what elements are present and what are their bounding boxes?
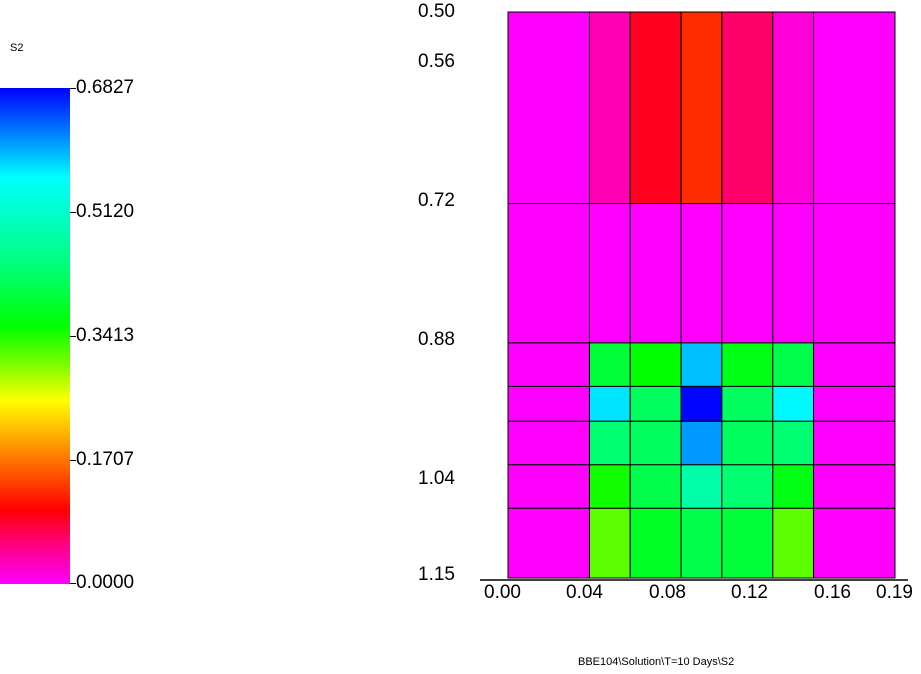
heatmap-cell [680,342,723,387]
heatmap-cell [507,203,590,344]
y-tick-label: 0.88 [418,329,455,350]
heatmap-cell [721,11,774,205]
heatmap-cell [813,11,896,205]
heatmap-cell [772,464,815,509]
x-tick-label: 0.08 [649,582,686,603]
heatmap-cell [772,507,815,579]
color-scale-bar [0,88,70,584]
heatmap-cell [772,342,815,387]
solution-path-caption: BBE104\Solution\T=10 Days\S2 [578,656,735,668]
heatmap-cell [772,11,815,205]
y-tick-label: 0.50 [418,1,455,22]
heatmap-cell [772,203,815,344]
heatmap-cell [588,11,631,205]
heatmap-cell [680,203,723,344]
heatmap-cell [629,385,682,422]
heatmap-cell [813,203,896,344]
heatmap-cell [629,11,682,205]
heatmap-cell [629,464,682,509]
heatmap-cell [680,507,723,579]
heatmap-cell [680,11,723,205]
heatmap-cell [813,507,896,579]
heatmap-cell [507,464,590,509]
heatmap-cell [721,385,774,422]
heatmap-cell [507,11,590,205]
heatmap-cell [813,342,896,387]
heatmap-cell [588,385,631,422]
legend-tick-mark [70,336,76,337]
heatmap-cell [772,385,815,422]
x-tick-label: 0.04 [566,582,603,603]
x-tick-label: 0.16 [814,582,851,603]
heatmap-cell [680,420,723,466]
heatmap-cell [588,420,631,466]
heatmap-cell [629,203,682,344]
legend-title: S2 [10,42,24,54]
legend-tick-mark [70,212,76,213]
x-tick-label: 0.12 [731,582,768,603]
x-tick-label: 0.00 [484,582,521,603]
legend-label-3: 0.3413 [76,325,135,346]
y-tick-label: 1.15 [418,564,455,585]
heatmap-cell [721,420,774,466]
heatmap-cell [588,203,631,344]
x-tick-label: 0.19 [876,582,913,603]
heatmap-cell [507,342,590,387]
legend-tick-mark [70,583,76,584]
heatmap-cell [813,420,896,466]
heatmap-cell [588,464,631,509]
y-tick-label: 0.56 [418,51,455,72]
heatmap-cell [813,385,896,422]
heatmap-cell [721,342,774,387]
heatmap-cell [721,464,774,509]
heatmap-cell [721,507,774,579]
heatmap-cell [507,385,590,422]
legend-tick-mark [70,88,76,89]
legend-label-max: 0.6827 [76,77,135,98]
heatmap-cell [629,507,682,579]
legend-tick-mark [70,460,76,461]
heatmap-cell [629,420,682,466]
heatmap-cell [588,342,631,387]
legend-label-min: 0.0000 [76,572,135,593]
heatmap-cell [680,385,723,422]
y-tick-label: 0.72 [418,190,455,211]
y-tick-label: 1.04 [418,468,455,489]
heatmap-cell [507,420,590,466]
heatmap-cell [588,507,631,579]
heatmap-cell [680,464,723,509]
legend-label-2: 0.5120 [76,201,135,222]
heatmap-cell [629,342,682,387]
heatmap-cell [507,507,590,579]
heatmap-cell [772,420,815,466]
legend-label-4: 0.1707 [76,449,135,470]
heatmap-cell [721,203,774,344]
heatmap-cell [813,464,896,509]
